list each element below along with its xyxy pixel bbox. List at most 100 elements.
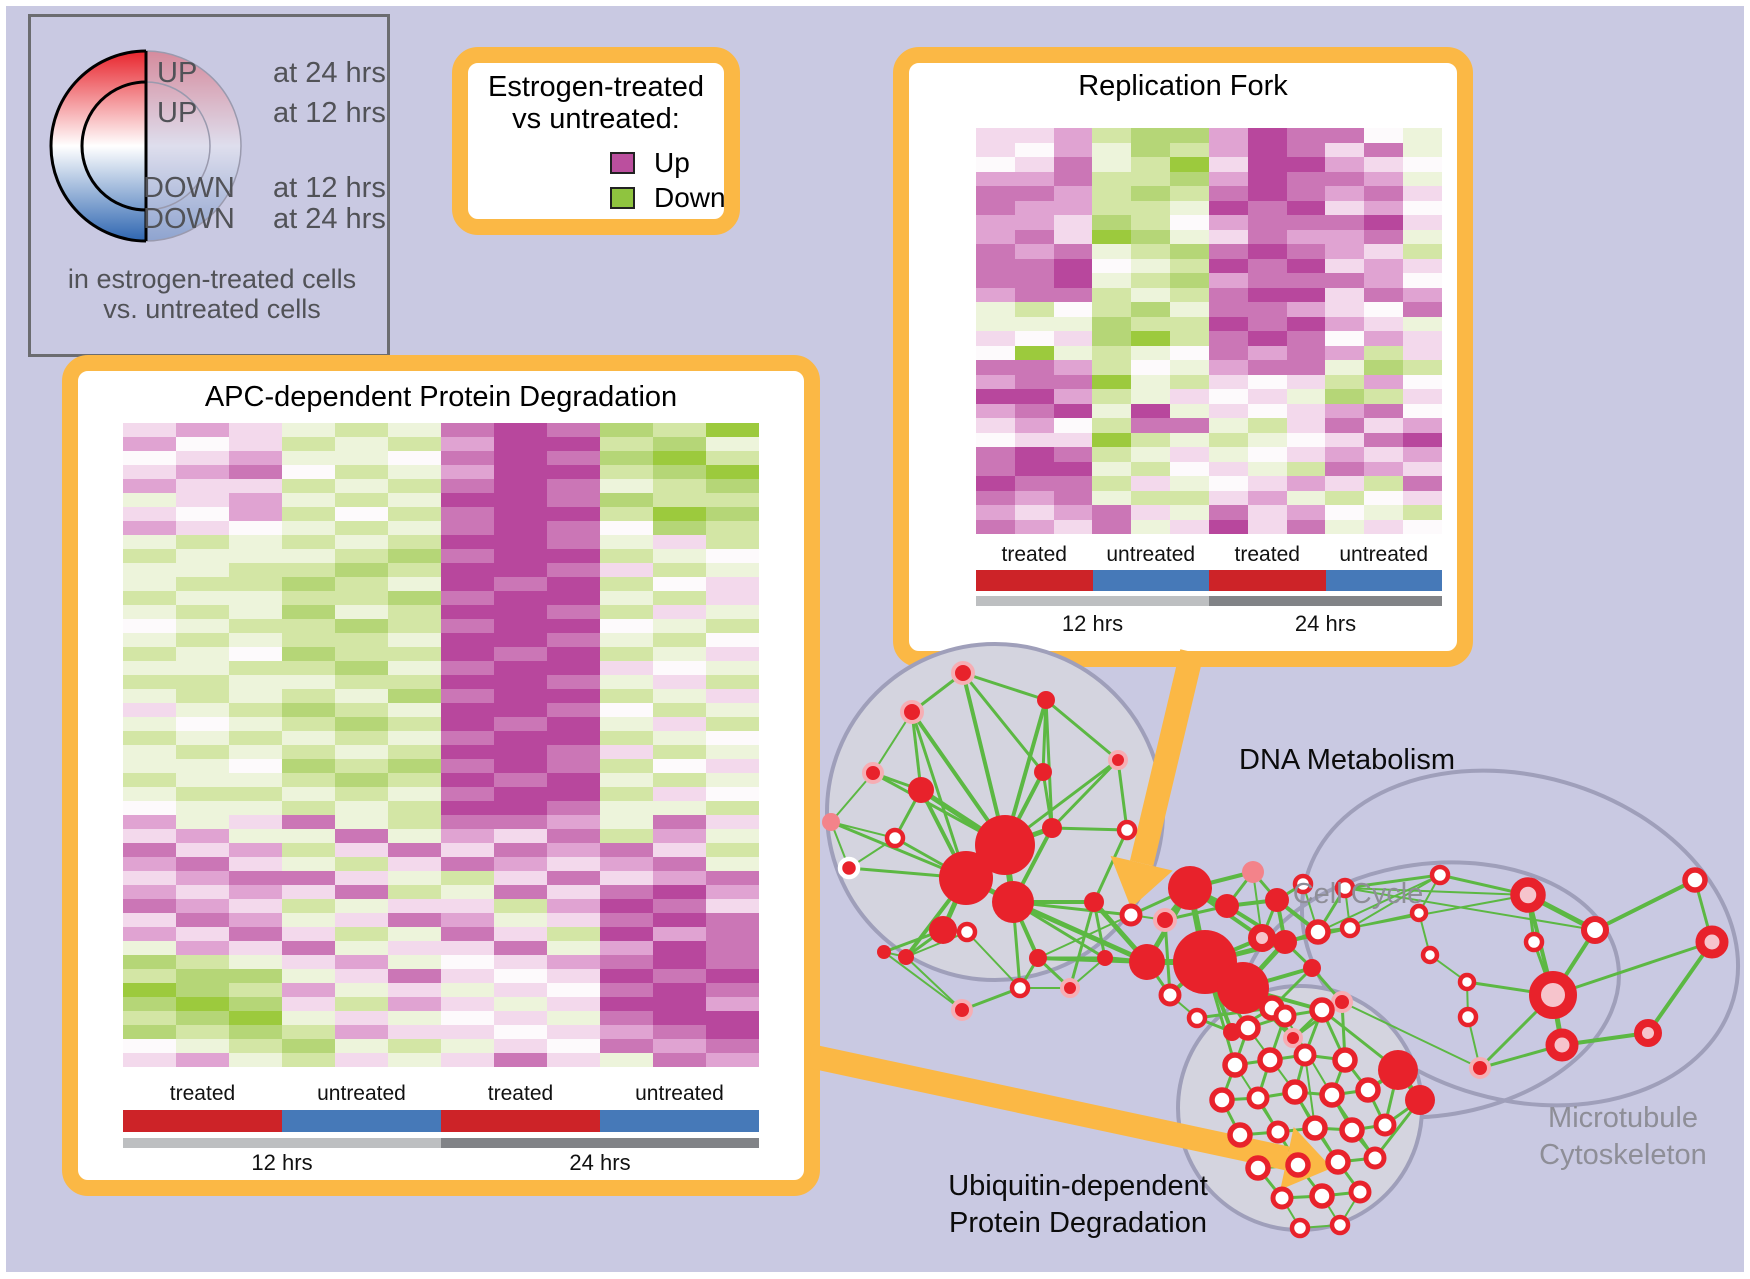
heatmap-cell xyxy=(335,661,388,675)
heatmap-cell xyxy=(335,745,388,759)
heatmap-cell xyxy=(388,633,441,647)
heatmap-cell xyxy=(600,969,653,983)
heatmap-cell xyxy=(494,535,547,549)
heatmap-cell xyxy=(1208,157,1248,172)
heatmap-cell xyxy=(388,1039,441,1053)
heatmap-cell xyxy=(706,815,759,829)
heatmap-cell xyxy=(1247,215,1287,230)
heatmap-cell xyxy=(441,871,494,885)
heatmap-cell xyxy=(1403,244,1442,259)
heatmap-cell xyxy=(706,997,759,1011)
heatmap-cell xyxy=(1325,273,1365,288)
heatmap-cell xyxy=(229,997,282,1011)
heatmap-cell xyxy=(388,801,441,815)
apc-group-untreated-24: untreated xyxy=(635,1082,724,1105)
heatmap-cell xyxy=(547,507,600,521)
heatmap-cell xyxy=(1364,505,1404,520)
heatmap-cell xyxy=(123,521,176,535)
heatmap-cell xyxy=(282,521,335,535)
heatmap-cell xyxy=(600,605,653,619)
heatmap-cell xyxy=(229,703,282,717)
heatmap-cell xyxy=(1247,447,1287,462)
heatmap-cell xyxy=(282,969,335,983)
heatmap-cell xyxy=(1092,215,1132,230)
heatmap-cell xyxy=(388,465,441,479)
heatmap-cell xyxy=(600,535,653,549)
heatmap-cell xyxy=(176,493,229,507)
heatmap-cell xyxy=(1286,200,1326,215)
heatmap-cell xyxy=(1092,258,1132,273)
microtubule-label-line2: Cytoskeleton xyxy=(1539,1139,1707,1171)
legend-time-down24: at 24 hrs xyxy=(273,203,386,235)
heatmap-cell xyxy=(441,535,494,549)
heatmap-cell xyxy=(441,633,494,647)
heatmap-cell xyxy=(1131,229,1171,244)
heatmap-cell xyxy=(176,745,229,759)
heatmap-cell xyxy=(1364,461,1404,476)
heatmap-cell xyxy=(653,703,706,717)
heatmap-cell xyxy=(600,689,653,703)
heatmap-cell xyxy=(1014,360,1054,375)
heatmap-cell xyxy=(123,661,176,675)
heatmap-cell xyxy=(229,843,282,857)
heatmap-cell xyxy=(1053,389,1093,404)
heatmap-cell xyxy=(976,389,1015,404)
heatmap-cell xyxy=(547,857,600,871)
heatmap-cell xyxy=(494,647,547,661)
heatmap-cell xyxy=(282,941,335,955)
heatmap-cell xyxy=(123,787,176,801)
heatmap-cell xyxy=(335,521,388,535)
heatmap-cell xyxy=(123,591,176,605)
heatmap-cell xyxy=(600,479,653,493)
heatmap-cell xyxy=(600,633,653,647)
heatmap-cell xyxy=(441,661,494,675)
heatmap-cell xyxy=(706,969,759,983)
heatmap-cell xyxy=(1286,432,1326,447)
heatmap-cell xyxy=(547,563,600,577)
heatmap-cell xyxy=(1131,186,1171,201)
heatmap-cell xyxy=(388,731,441,745)
apc-hour-bar-12 xyxy=(123,1138,441,1148)
heatmap-cell xyxy=(706,437,759,451)
heatmap-cell xyxy=(282,479,335,493)
heatmap-cell xyxy=(388,661,441,675)
heatmap-cell xyxy=(1325,432,1365,447)
heatmap-cell xyxy=(1092,244,1132,259)
heatmap-cell xyxy=(282,899,335,913)
heatmap-cell xyxy=(282,689,335,703)
heatmap-cell xyxy=(1364,229,1404,244)
heatmap-cell xyxy=(1014,229,1054,244)
heatmap-cell xyxy=(335,619,388,633)
heatmap-cell xyxy=(335,591,388,605)
heatmap-cell xyxy=(494,969,547,983)
heatmap-cell xyxy=(123,829,176,843)
heatmap-cell xyxy=(1170,316,1209,331)
legend-time-up12: at 12 hrs xyxy=(273,97,386,129)
heatmap-cell xyxy=(335,703,388,717)
heatmap-cell xyxy=(1364,258,1404,273)
heatmap-cell xyxy=(1286,287,1326,302)
heatmap-cell xyxy=(282,829,335,843)
heatmap-cell xyxy=(335,1039,388,1053)
heatmap-cell xyxy=(388,1053,441,1067)
heatmap-cell xyxy=(1364,128,1404,143)
heatmap-cell xyxy=(653,647,706,661)
heatmap-cell xyxy=(706,885,759,899)
heatmap-cell xyxy=(600,703,653,717)
heatmap-cell xyxy=(494,591,547,605)
heatmap-cell xyxy=(1014,258,1054,273)
heatmap-cell xyxy=(1208,505,1248,520)
heatmap-cell xyxy=(1247,302,1287,317)
heatmap-cell xyxy=(335,717,388,731)
heatmap-cell xyxy=(1053,461,1093,476)
heatmap-cell xyxy=(547,717,600,731)
heatmap-cell xyxy=(547,829,600,843)
heatmap-cell xyxy=(176,577,229,591)
heatmap-cell xyxy=(1131,519,1171,534)
heatmap-cell xyxy=(123,563,176,577)
heatmap-cell xyxy=(176,857,229,871)
heatmap-cell xyxy=(1208,287,1248,302)
apc-bar-untreated-12 xyxy=(282,1110,441,1132)
heatmap-cell xyxy=(706,927,759,941)
heatmap-cell xyxy=(547,955,600,969)
